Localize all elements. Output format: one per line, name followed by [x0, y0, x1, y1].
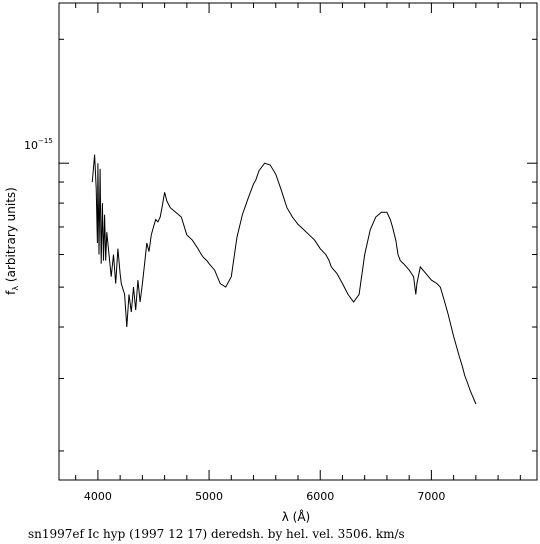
x-tick-label: 6000	[306, 490, 334, 503]
y-axis-ticks	[59, 38, 537, 452]
y-tick-label-base: 10	[24, 139, 38, 152]
y-axis-label: fλ (arbitrary units)	[4, 187, 20, 295]
x-axis-label: λ (Å)	[282, 509, 311, 524]
x-axis-ticks: 4000 5000 6000 7000	[75, 3, 521, 503]
y-axis-label-subscript: λ	[11, 286, 20, 291]
spectrum-series-line	[91, 154, 477, 405]
chart-caption: sn1997ef Ic hyp (1997 12 17) deredsh. by…	[28, 527, 405, 541]
y-axis-label-rest: (arbitrary units)	[4, 187, 18, 286]
x-tick-label: 4000	[84, 490, 112, 503]
y-axis-label-main: f	[4, 290, 18, 295]
plot-frame	[58, 2, 538, 481]
x-tick-label: 5000	[195, 490, 223, 503]
y-tick-label-exponent: −15	[38, 137, 53, 145]
y-tick-label: 10−15	[24, 137, 53, 152]
x-tick-label: 7000	[417, 490, 445, 503]
